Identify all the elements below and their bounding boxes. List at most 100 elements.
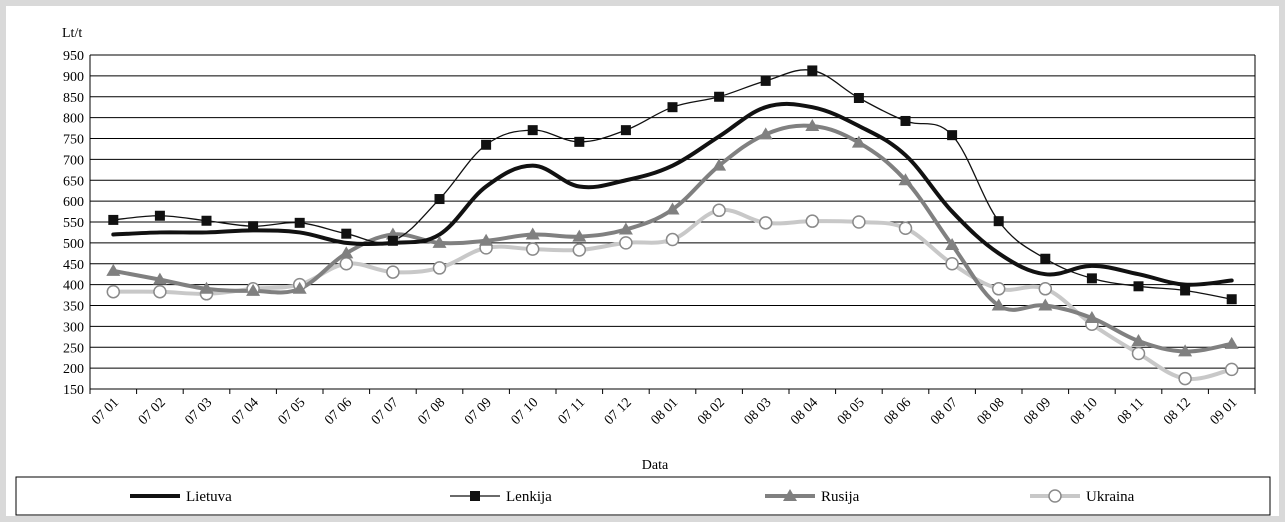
y-tick-label: 650 — [63, 174, 84, 189]
y-tick-labels: 150 200 250 300 350 400 450 500 550 600 650 700 750 8… — [63, 49, 84, 398]
series-markers — [106, 65, 1239, 386]
chart-background — [6, 6, 1279, 516]
y-tick-label: 400 — [63, 279, 84, 294]
data-point-lenkija — [341, 228, 352, 239]
data-point-rusija — [1224, 336, 1239, 349]
data-point-lenkija — [807, 65, 818, 76]
data-point-rusija — [572, 229, 587, 242]
data-point-lenkija — [1133, 281, 1144, 292]
data-point-rusija — [618, 222, 633, 235]
y-tick-label: 900 — [63, 70, 84, 85]
data-point-rusija — [1131, 333, 1146, 346]
data-point-lenkija — [1180, 285, 1191, 296]
legend-marker-rusija — [783, 489, 797, 501]
legend: Lietuva Lenkija Rusija Ukraina — [130, 489, 1135, 505]
data-point-ukraina — [386, 265, 400, 279]
y-tick-label: 850 — [63, 91, 84, 106]
data-point-ukraina — [665, 232, 680, 247]
data-point-rusija — [292, 281, 307, 294]
y-tick-label: 600 — [63, 195, 84, 210]
y-axis-label: Lt/t — [62, 26, 82, 41]
y-tick-label: 200 — [63, 362, 84, 377]
data-point-ukraina — [1038, 282, 1053, 296]
data-point-rusija — [246, 283, 261, 296]
data-point-lenkija — [294, 217, 305, 228]
data-point-ukraina — [805, 214, 820, 228]
data-point-ukraina — [945, 257, 959, 271]
legend-label-ukraina: Ukraina — [1086, 489, 1135, 505]
data-point-rusija — [1038, 298, 1053, 311]
series-line-lietuva — [111, 101, 1234, 287]
data-point-ukraina — [619, 236, 633, 250]
data-point-rusija — [152, 272, 167, 285]
data-point-lenkija — [900, 115, 911, 126]
data-point-rusija — [665, 202, 680, 215]
data-point-lenkija — [947, 130, 958, 141]
data-point-ukraina — [991, 282, 1006, 296]
data-point-ukraina — [432, 261, 447, 275]
data-point-rusija — [898, 173, 913, 186]
data-point-lenkija — [760, 75, 771, 86]
data-point-lenkija — [993, 216, 1004, 227]
data-point-ukraina — [339, 257, 354, 271]
data-point-rusija — [851, 135, 866, 148]
y-tick-label: 150 — [63, 383, 84, 398]
data-point-ukraina — [712, 203, 726, 218]
data-point-lenkija — [574, 136, 585, 147]
data-point-lenkija — [1086, 273, 1097, 284]
data-point-rusija — [712, 158, 727, 171]
data-point-rusija — [479, 233, 494, 246]
data-point-lenkija — [434, 194, 445, 205]
data-point-ukraina — [525, 242, 540, 256]
x-axis-label: Data — [642, 458, 669, 473]
y-tick-label: 350 — [63, 300, 84, 315]
data-point-rusija — [805, 118, 820, 131]
data-point-lenkija — [387, 235, 398, 246]
legend-label-lenkija: Lenkija — [506, 489, 552, 505]
y-tick-label: 450 — [63, 258, 84, 273]
data-point-rusija — [106, 263, 121, 276]
legend-marker-ukraina — [1048, 489, 1062, 503]
data-point-lenkija — [1040, 253, 1051, 264]
data-point-lenkija — [1226, 294, 1237, 305]
data-point-lenkija — [201, 215, 212, 226]
y-tick-label: 700 — [63, 153, 84, 168]
data-point-ukraina — [1131, 346, 1146, 361]
data-point-rusija — [199, 281, 214, 294]
y-tick-label: 750 — [63, 133, 84, 148]
data-point-lenkija — [620, 125, 631, 136]
y-tick-label: 500 — [63, 237, 84, 252]
legend-label-rusija: Rusija — [821, 489, 860, 505]
y-tick-label: 550 — [63, 216, 84, 231]
data-point-ukraina — [106, 284, 121, 299]
data-point-rusija — [945, 237, 960, 250]
data-point-ukraina — [1178, 371, 1192, 386]
data-point-lenkija — [714, 91, 725, 102]
data-point-ukraina — [572, 243, 587, 257]
y-tick-label: 950 — [63, 49, 84, 64]
data-point-lenkija — [108, 214, 119, 225]
y-tick-label: 800 — [63, 112, 84, 127]
data-point-rusija — [525, 227, 540, 240]
data-point-lenkija — [481, 139, 492, 150]
data-point-ukraina — [852, 215, 866, 229]
data-point-ukraina — [1224, 362, 1239, 377]
data-point-rusija — [758, 127, 773, 140]
data-point-lenkija — [667, 102, 678, 113]
data-point-ukraina — [153, 284, 167, 299]
legend-label-lietuva: Lietuva — [186, 489, 232, 505]
data-point-rusija — [991, 298, 1006, 311]
legend-marker-lenkija — [470, 491, 480, 501]
data-point-rusija — [1084, 311, 1099, 324]
data-point-lenkija — [853, 93, 864, 104]
gridlines — [89, 54, 1256, 390]
data-point-ukraina — [898, 221, 913, 236]
data-point-ukraina — [758, 216, 773, 230]
data-point-rusija — [339, 246, 354, 259]
data-point-rusija — [1178, 344, 1193, 357]
y-tick-label: 300 — [63, 320, 84, 335]
data-point-lenkija — [154, 210, 165, 221]
data-point-lenkija — [248, 221, 259, 232]
data-point-rusija — [432, 235, 447, 248]
